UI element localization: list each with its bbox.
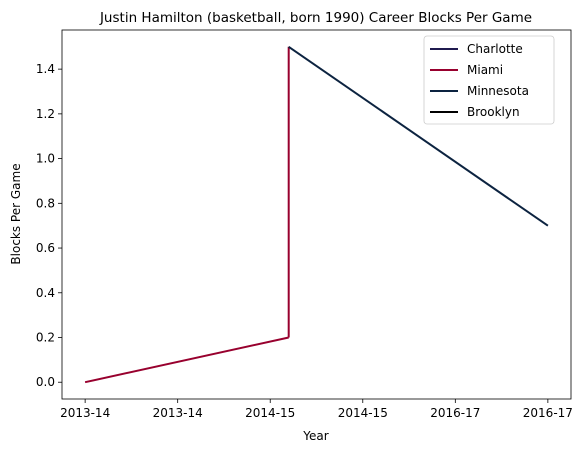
y-axis-label: Blocks Per Game [9,163,23,264]
chart-title: Justin Hamilton (basketball, born 1990) … [99,10,532,26]
x-tick-label: 2013-14 [60,406,110,420]
legend-label: Charlotte [467,42,523,56]
y-tick-label: 0.8 [36,196,55,210]
legend: Charlotte Miami Minnesota Brooklyn [423,35,555,125]
y-tick-label: 1.2 [36,107,55,121]
plot-frame [61,29,572,400]
legend-label: Miami [467,63,503,77]
series-line-miami [84,336,289,384]
y-tick-label: 0.2 [36,331,55,345]
x-tick-label: 2014-15 [245,406,295,420]
series-lines [84,45,549,384]
x-axis-label: Year [302,429,328,443]
series-line-minnesota [288,45,549,227]
legend-items: Charlotte Miami Minnesota Brooklyn [430,42,529,119]
legend-label: Minnesota [467,84,529,98]
y-tick-label: 0.0 [36,375,55,389]
x-tick-label: 2013-14 [153,406,203,420]
y-tick-label: 1.0 [36,152,55,166]
x-tick-label: 2014-15 [338,406,388,420]
x-tick-label: 2016-17 [430,406,480,420]
y-tick-label: 1.4 [36,62,55,76]
y-tick-label: 0.4 [36,286,55,300]
y-tick-label: 0.6 [36,241,55,255]
x-tick-label: 2016-17 [523,406,573,420]
legend-box [423,35,555,125]
y-axis-ticks: 0.0 0.2 0.4 0.6 0.8 1.0 1.2 1.4 [36,62,62,389]
x-axis-ticks: 2013-14 2013-14 2014-15 2014-15 2016-17 2016-… [60,399,573,420]
legend-label: Brooklyn [467,105,520,119]
